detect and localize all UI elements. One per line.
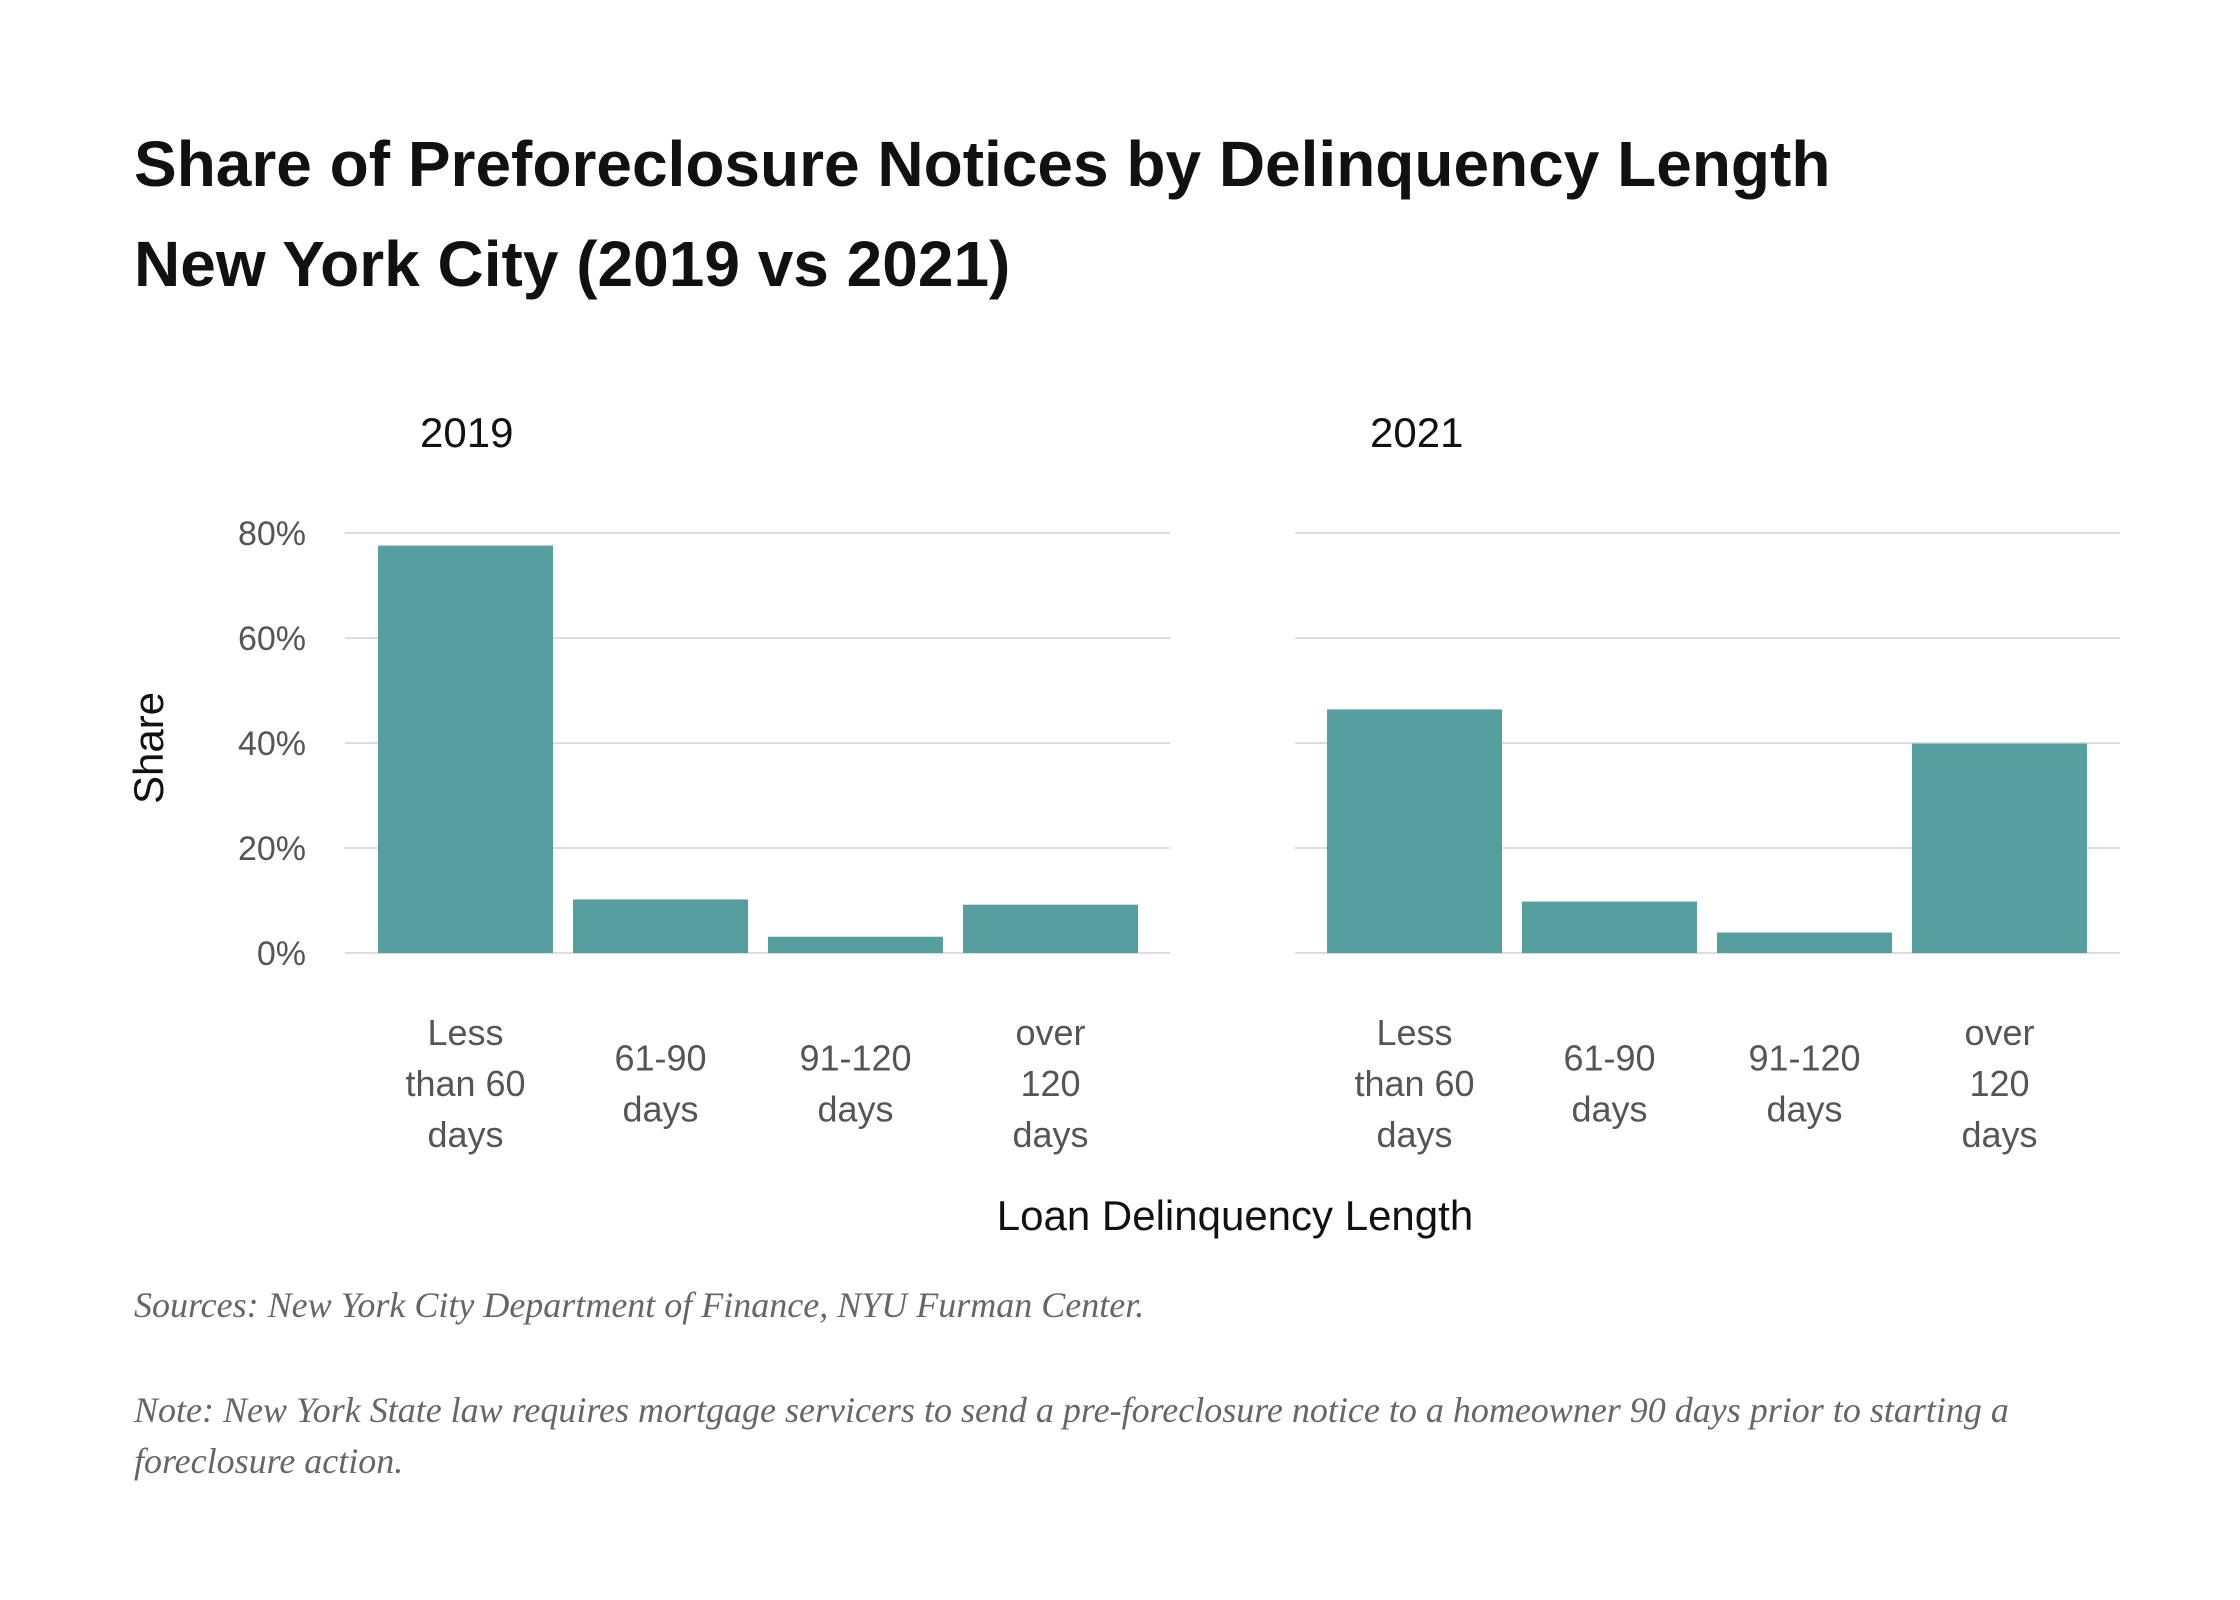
- x-category-label-line: 120: [1020, 1063, 1080, 1104]
- x-category-label: over 120 days: [1961, 1012, 2037, 1155]
- x-category-label: 91-120 days: [799, 1038, 911, 1130]
- footnote: Note: New York State law requires mortga…: [134, 1390, 2009, 1481]
- bar-2019-2: [573, 899, 748, 953]
- x-category-label-line: 61-90: [614, 1038, 706, 1079]
- x-category-label-line: 61-90: [1563, 1038, 1655, 1079]
- y-tick-label: 60%: [238, 620, 306, 658]
- panel-title: 2021: [1370, 409, 1463, 456]
- x-category-label-line: Less: [427, 1012, 503, 1053]
- panel-2019: 2019 0% 20% 40% 60% 80% Less than 60 days 61-90 da…: [238, 409, 1170, 1155]
- x-category-label-line: days: [1376, 1114, 1452, 1155]
- x-category-label: 61-90 days: [1563, 1038, 1655, 1130]
- x-category-label-line: days: [1766, 1089, 1842, 1130]
- x-category-label-line: than 60: [1354, 1063, 1474, 1104]
- x-category-label-line: 120: [1969, 1063, 2029, 1104]
- y-tick-label: 0%: [257, 935, 306, 973]
- x-category-label-line: days: [427, 1114, 503, 1155]
- chart-panels: 2019 0% 20% 40% 60% 80% Less than 60 days 61-90 da…: [238, 409, 2120, 1155]
- x-category-label-line: days: [1571, 1089, 1647, 1130]
- y-axis-title: Share: [125, 692, 172, 804]
- source-note: Sources: New York City Department of Fin…: [134, 1285, 1145, 1325]
- x-category-label: over 120 days: [1012, 1012, 1088, 1155]
- x-category-label: Less than 60 days: [1354, 1012, 1474, 1155]
- x-category-label-line: Less: [1376, 1012, 1452, 1053]
- x-category-label: 91-120 days: [1748, 1038, 1860, 1130]
- x-category-label-line: over: [1015, 1012, 1085, 1053]
- bar-2021-1: [1327, 709, 1502, 953]
- x-category-label-line: 91-120: [1748, 1038, 1860, 1079]
- x-category-label: Less than 60 days: [405, 1012, 525, 1155]
- bar-2021-3: [1717, 932, 1892, 953]
- x-category-label: 61-90 days: [614, 1038, 706, 1130]
- x-category-label-line: days: [817, 1089, 893, 1130]
- y-tick-label: 40%: [238, 725, 306, 763]
- x-category-label-line: over: [1964, 1012, 2034, 1053]
- x-category-label-line: days: [622, 1089, 698, 1130]
- bar-2019-1: [378, 545, 553, 953]
- x-axis-title: Loan Delinquency Length: [997, 1192, 1473, 1239]
- bar-2019-3: [768, 936, 943, 953]
- y-tick-label: 20%: [238, 830, 306, 868]
- x-category-label-line: than 60: [405, 1063, 525, 1104]
- bar-2021-4: [1912, 743, 2087, 953]
- bar-2021-2: [1522, 901, 1697, 953]
- chart-title-line-1: Share of Preforeclosure Notices by Delin…: [134, 128, 1831, 200]
- y-tick-label: 80%: [238, 515, 306, 553]
- x-category-label-line: days: [1012, 1114, 1088, 1155]
- x-category-label-line: 91-120: [799, 1038, 911, 1079]
- bar-2019-4: [963, 904, 1138, 953]
- x-category-label-line: days: [1961, 1114, 2037, 1155]
- chart-title-line-2: New York City (2019 vs 2021): [134, 228, 1011, 300]
- panel-title: 2019: [420, 409, 513, 456]
